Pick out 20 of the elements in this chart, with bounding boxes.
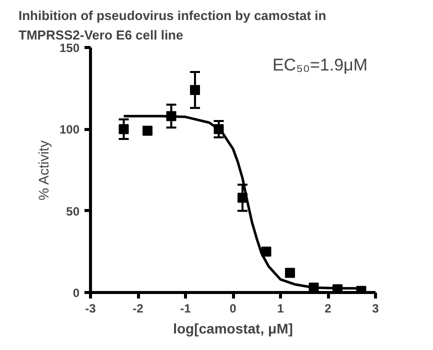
x-tick-label: 1 [277, 302, 284, 316]
x-tick-label: -2 [132, 302, 144, 316]
point [118, 124, 129, 134]
chart-title: Inhibition of pseudovirus infection by camostat in TMPRSS2-Vero E6 cell line [18, 8, 326, 42]
y-axis-title: % Activity [35, 140, 52, 200]
x-tick-label: 0 [230, 302, 237, 316]
x-tick-label: 3 [372, 302, 380, 316]
y-tick-label: 50 [66, 204, 80, 218]
point [190, 84, 200, 95]
x-tick-label: 2 [324, 302, 332, 316]
y-tick-label: 100 [59, 122, 80, 137]
x-tick-label: -1 [180, 302, 192, 316]
point [142, 126, 152, 136]
x-axis-title: log[camostat, μM] [173, 320, 293, 336]
point [261, 246, 272, 257]
y-tick-label: 150 [59, 41, 80, 55]
annotation: EC₅₀=1.9μM [272, 56, 368, 74]
y-tick-label: 0 [72, 286, 80, 300]
point [285, 268, 295, 278]
x-tick-label: -3 [85, 302, 96, 316]
